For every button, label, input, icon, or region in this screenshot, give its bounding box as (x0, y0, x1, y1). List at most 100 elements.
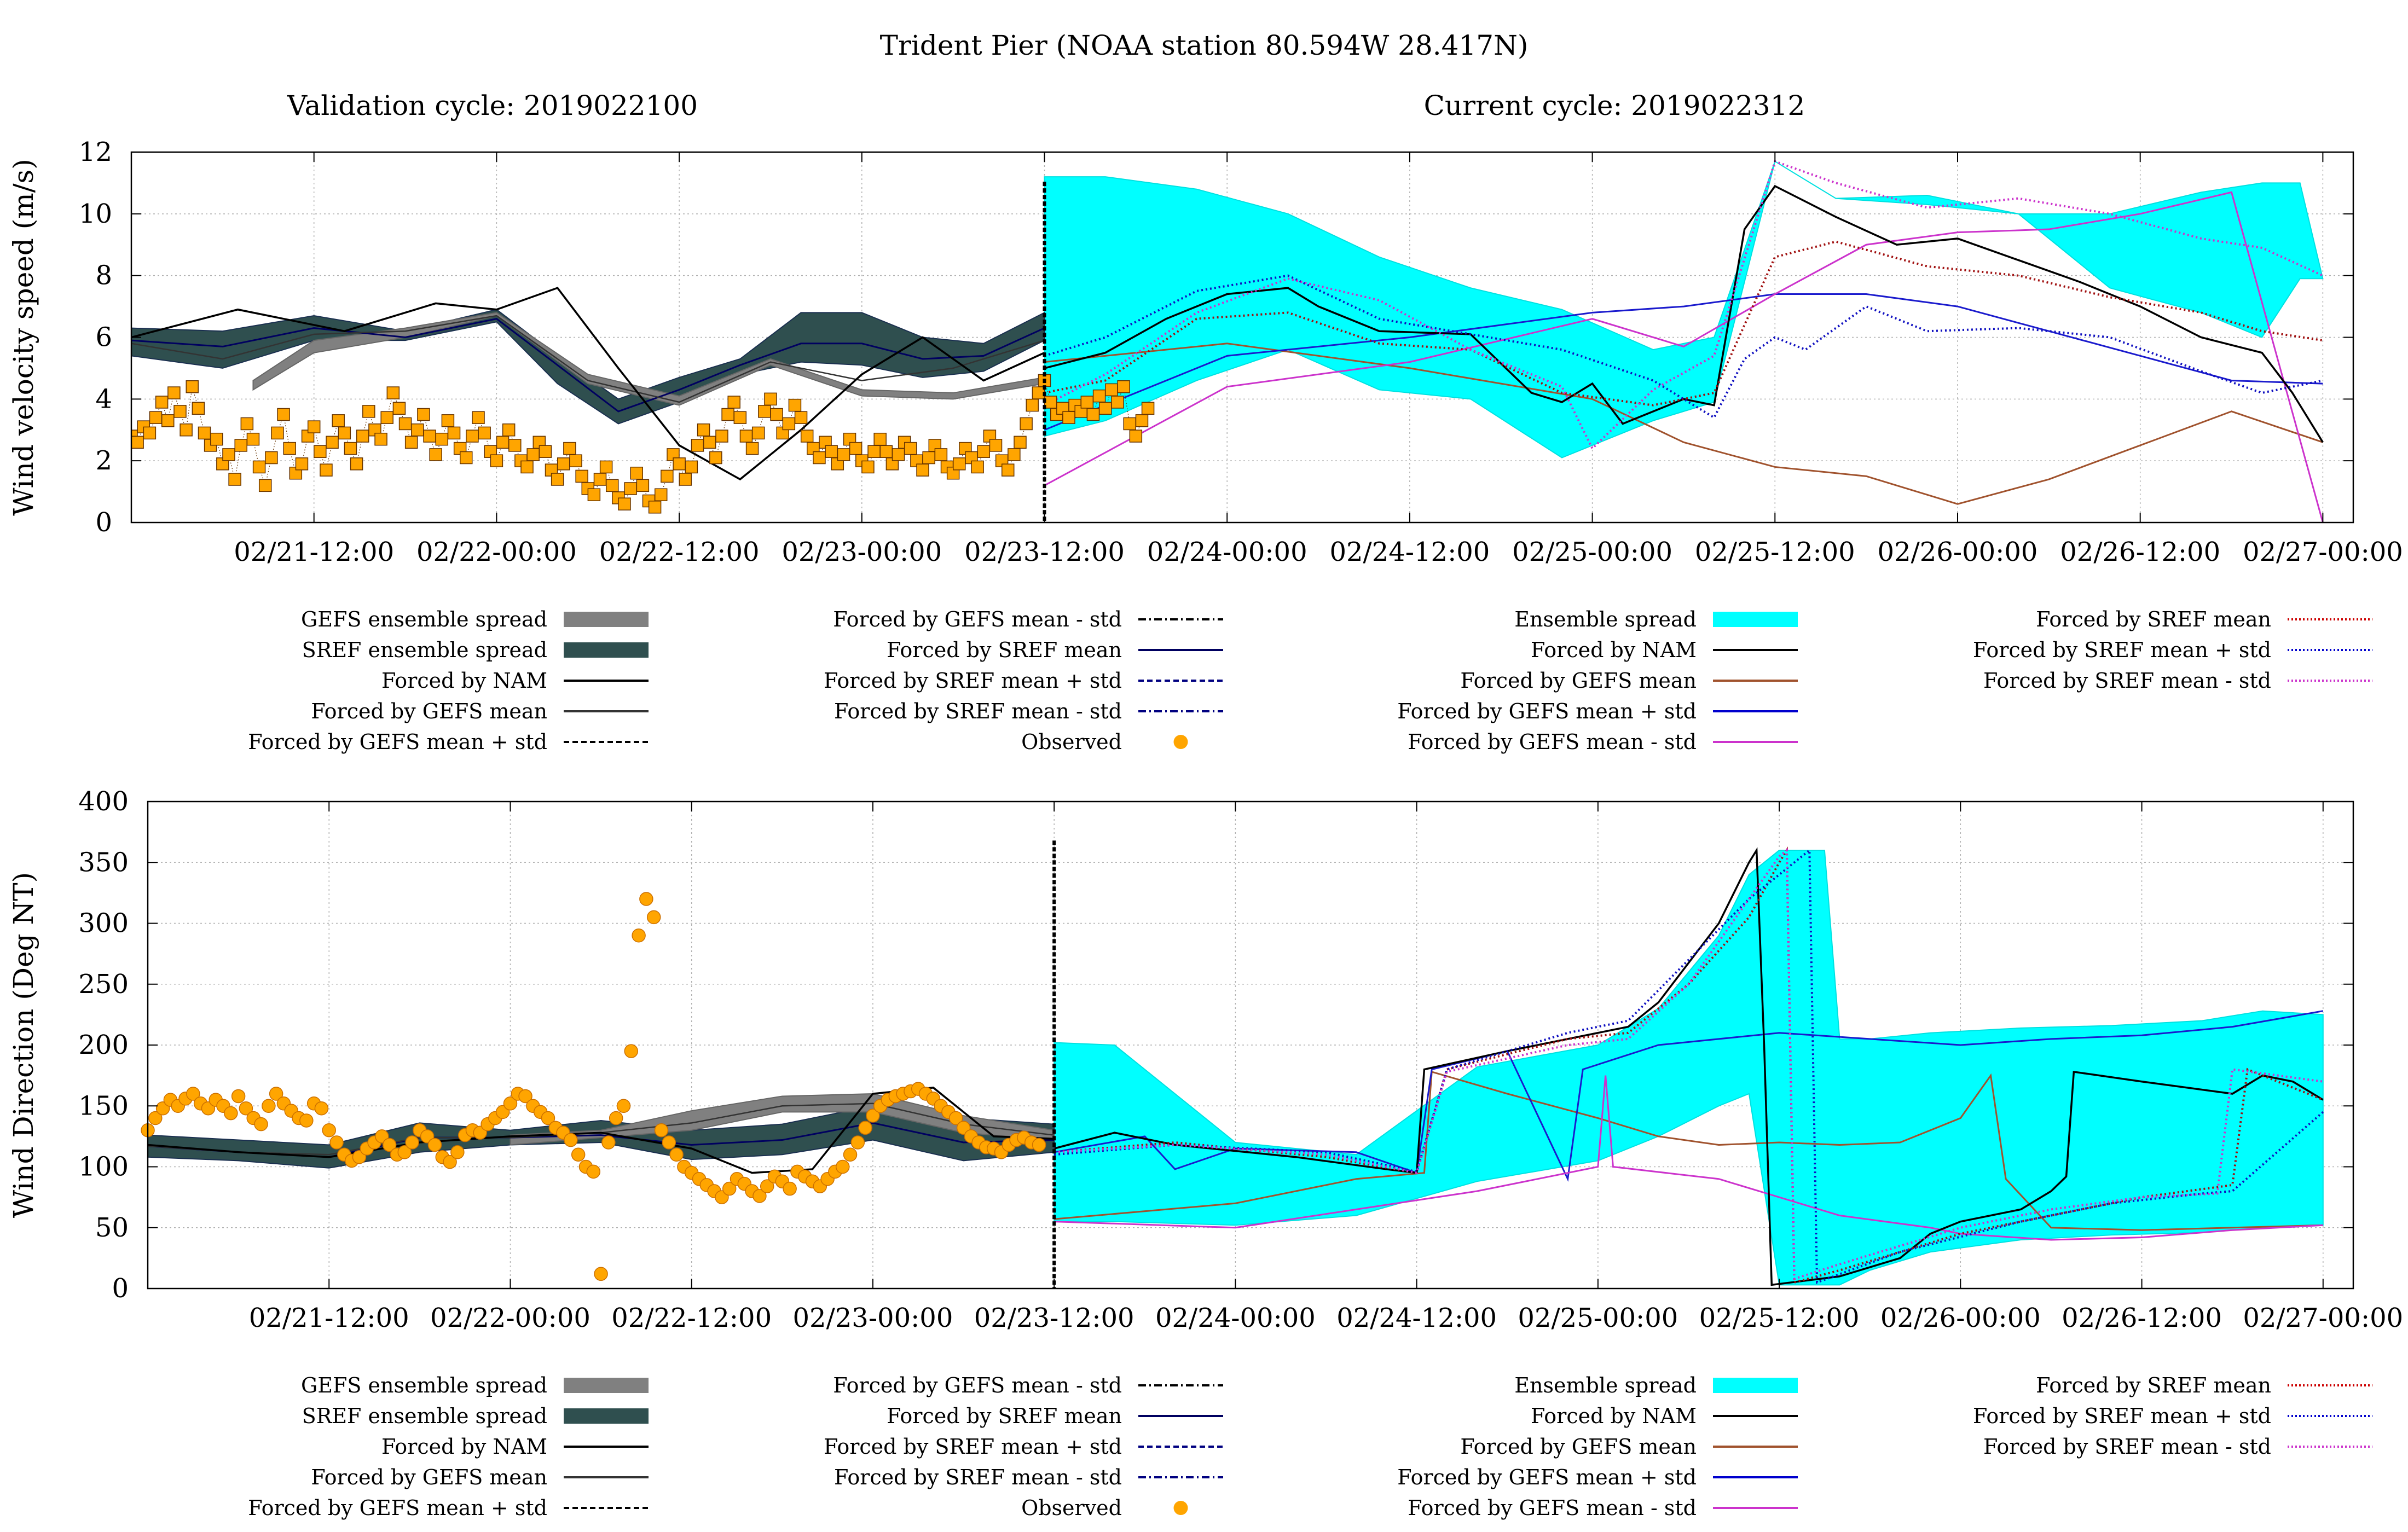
legend-label: Forced by SREF mean + std (824, 669, 1122, 693)
observed-point (1129, 430, 1143, 443)
ensemble-spread-band (1044, 160, 2324, 459)
y-axis-label: Wind Direction (Deg NT) (8, 872, 39, 1218)
y-tick-label: 0 (95, 507, 112, 538)
y-tick-label: 6 (95, 322, 112, 353)
current-nam-line (1054, 847, 2324, 1286)
observed-point (186, 1087, 200, 1101)
observed-point (314, 445, 327, 458)
observed-point (783, 1181, 797, 1196)
current-gefs-minus-line (1054, 1075, 2323, 1241)
observed-point (1141, 402, 1155, 415)
observed-point (518, 1089, 532, 1104)
legend-label: Forced by SREF mean - std (834, 1465, 1122, 1489)
observed-point (496, 436, 510, 449)
observed-point (752, 1189, 767, 1203)
observed-point (374, 432, 387, 446)
observed-point (654, 1123, 669, 1138)
observed-point (427, 1138, 442, 1152)
observed-point (503, 1096, 518, 1111)
legend-label: Observed (1021, 730, 1122, 754)
observed-point (423, 430, 436, 443)
legend-label: Forced by GEFS mean (1460, 669, 1697, 693)
observed-point (271, 426, 284, 440)
observed-point (722, 1181, 737, 1196)
observed-point (669, 1147, 684, 1162)
observed-point (879, 445, 893, 458)
observed-point (605, 479, 619, 492)
observed-link (186, 386, 193, 430)
observed-point (837, 448, 850, 461)
observed-point (794, 411, 808, 424)
observed-point (478, 426, 491, 440)
current-nam-line (1044, 184, 2324, 443)
observed-point (265, 451, 278, 465)
observed-point (770, 408, 783, 421)
legend-swatch (1173, 1501, 1188, 1515)
current-gefs-plus-line (1054, 1010, 2324, 1182)
observed-point (210, 432, 223, 446)
current-gefs-mean-line (1054, 1070, 2323, 1231)
observed-point (760, 1179, 774, 1193)
observed-point (224, 1106, 238, 1121)
observed-point (460, 451, 473, 465)
legend-label: Ensemble spread (1514, 607, 1697, 631)
observed-point (155, 396, 169, 409)
validation-nam-line (148, 1087, 1055, 1174)
chart-title: Trident Pier (NOAA station 80.594W 28.41… (880, 30, 1529, 61)
observed-point (386, 386, 400, 399)
legend-label: Forced by SREF mean - std (1983, 669, 2271, 693)
x-tick-label: 02/25-12:00 (1699, 1303, 1860, 1333)
legend-label: Forced by SREF mean (2036, 1373, 2271, 1397)
observed-point (131, 436, 144, 449)
observed-point (691, 439, 704, 452)
observed-point (1002, 463, 1015, 477)
observed-point (508, 439, 522, 452)
observed-link (167, 392, 175, 421)
x-tick-label: 02/21-12:00 (234, 537, 394, 567)
legend-label: Forced by GEFS mean + std (248, 1496, 547, 1520)
observed-point (866, 1109, 880, 1123)
observed-point (654, 488, 668, 501)
observed-point (258, 479, 272, 492)
y-tick-label: 4 (95, 384, 112, 414)
legend-label: Forced by GEFS mean (311, 699, 547, 723)
current-sref-mean-line (1044, 240, 2323, 407)
x-tick-label: 02/26-12:00 (2060, 537, 2220, 567)
observed-point (1026, 398, 1039, 412)
observed-point (618, 497, 631, 510)
current-sref-minus-line (1054, 848, 2324, 1280)
current-gefs-plus-line (1044, 293, 2323, 431)
observed-link (252, 439, 260, 467)
observed-point (564, 1133, 578, 1147)
observed-point (873, 432, 887, 446)
observed-point (161, 414, 175, 427)
plot-area (131, 160, 2324, 523)
observed-point (703, 436, 716, 449)
panel-direction: 02/21-12:00 02/22-00:00 02/22-12:00 02/23-0… (8, 786, 2403, 1520)
observed-point (599, 460, 613, 474)
y-tick-label: 150 (78, 1090, 129, 1121)
observed-point (551, 473, 564, 486)
observed-point (850, 1135, 865, 1150)
observed-point (240, 417, 254, 431)
x-tick-label: 02/24-12:00 (1336, 1303, 1497, 1333)
observed-point (849, 442, 863, 455)
x-tick-label: 02/27-00:00 (2243, 537, 2403, 567)
observed-point (320, 463, 333, 477)
observed-point (733, 411, 747, 424)
legend-label: SREF ensemble spread (302, 1404, 547, 1428)
y-tick-label: 100 (78, 1152, 129, 1182)
observed-point (601, 1135, 616, 1150)
observed-point (472, 411, 485, 424)
x-tick-label: 02/26-12:00 (2062, 1303, 2222, 1333)
observed-point (198, 426, 211, 440)
observed-point (329, 1135, 344, 1150)
observed-point (922, 451, 935, 465)
x-tick-label: 02/23-00:00 (782, 537, 942, 567)
legend-label: GEFS ensemble spread (301, 1373, 547, 1397)
legend-label: Forced by SREF mean - std (1983, 1435, 2271, 1459)
x-tick-label: 02/22-12:00 (611, 1303, 772, 1333)
observed-point (231, 1089, 246, 1104)
legend-label: Forced by GEFS mean - std (833, 1373, 1122, 1397)
observed-point (800, 430, 814, 443)
